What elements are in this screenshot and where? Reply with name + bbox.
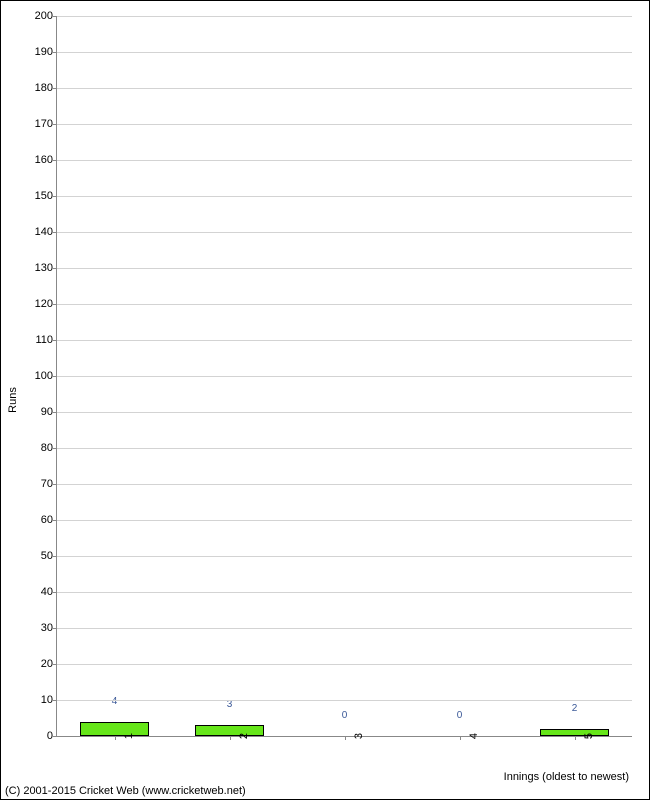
ytick-label: 90: [41, 406, 57, 418]
gridline: [57, 124, 632, 125]
ytick-label: 130: [35, 262, 57, 274]
gridline: [57, 16, 632, 17]
ytick-label: 140: [35, 226, 57, 238]
ytick-label: 80: [41, 442, 57, 454]
bar-value-label: 0: [457, 710, 463, 723]
gridline: [57, 376, 632, 377]
xtick-label: 3: [345, 733, 365, 739]
gridline: [57, 196, 632, 197]
xtick-label: 1: [115, 733, 135, 739]
gridline: [57, 88, 632, 89]
copyright-text: (C) 2001-2015 Cricket Web (www.cricketwe…: [5, 785, 246, 797]
bar-value-label: 2: [572, 703, 578, 716]
ytick-label: 200: [35, 10, 57, 22]
gridline: [57, 520, 632, 521]
gridline: [57, 160, 632, 161]
gridline: [57, 628, 632, 629]
gridline: [57, 592, 632, 593]
ytick-label: 50: [41, 550, 57, 562]
gridline: [57, 232, 632, 233]
gridline: [57, 412, 632, 413]
ytick-label: 10: [41, 694, 57, 706]
ytick-label: 40: [41, 586, 57, 598]
gridline: [57, 664, 632, 665]
ytick-label: 70: [41, 478, 57, 490]
xtick-label: 5: [575, 733, 595, 739]
gridline: [57, 448, 632, 449]
ytick-label: 20: [41, 658, 57, 670]
ytick-label: 150: [35, 190, 57, 202]
ytick-label: 60: [41, 514, 57, 526]
gridline: [57, 700, 632, 701]
x-axis-label: Innings (oldest to newest): [504, 771, 629, 783]
chart-frame: Runs 43002 01020304050607080901001101201…: [0, 0, 650, 800]
y-axis-label: Runs: [7, 387, 19, 413]
gridline: [57, 268, 632, 269]
bar-value-label: 4: [112, 696, 118, 709]
gridline: [57, 52, 632, 53]
ytick-label: 160: [35, 154, 57, 166]
ytick-label: 0: [47, 730, 57, 742]
gridline: [57, 304, 632, 305]
ytick-label: 120: [35, 298, 57, 310]
gridline: [57, 484, 632, 485]
bar-value-label: 0: [342, 710, 348, 723]
ytick-label: 100: [35, 370, 57, 382]
ytick-label: 30: [41, 622, 57, 634]
bar-value-label: 3: [227, 699, 233, 712]
ytick-label: 190: [35, 46, 57, 58]
ytick-label: 180: [35, 82, 57, 94]
xtick-label: 2: [230, 733, 250, 739]
ytick-label: 170: [35, 118, 57, 130]
plot-area: 43002 0102030405060708090100110120130140…: [56, 16, 632, 737]
gridline: [57, 340, 632, 341]
xtick-label: 4: [460, 733, 480, 739]
gridline: [57, 556, 632, 557]
ytick-label: 110: [35, 334, 57, 346]
